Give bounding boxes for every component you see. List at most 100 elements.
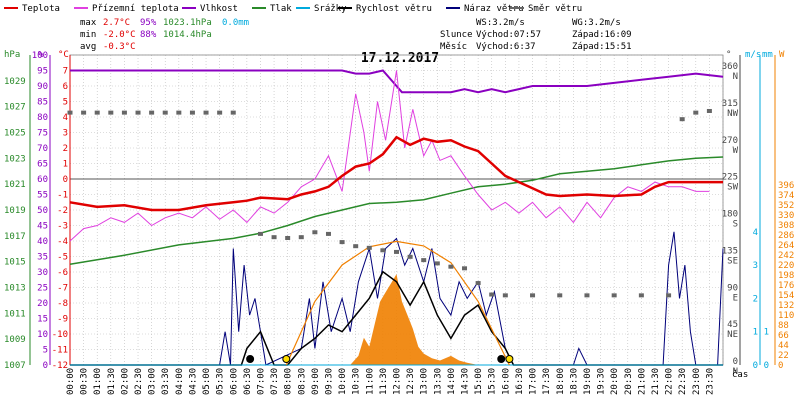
wind-direction-point <box>135 110 141 115</box>
wind-direction-point <box>407 254 413 259</box>
wind-direction-point <box>584 293 590 298</box>
moon-label: Měsíc <box>440 42 467 52</box>
solar-tick: 308 <box>778 221 794 231</box>
solar-tick: 22 <box>778 351 789 361</box>
wind-direction-point <box>149 110 155 115</box>
temperature-tick: 2 <box>63 144 68 154</box>
humidity-tick: 5 <box>43 346 48 356</box>
wind-direction-point <box>502 293 508 298</box>
direction-tick: 135 <box>722 246 738 256</box>
pressure-tick: 1013 <box>4 284 26 294</box>
chart-title: 17.12.2017 <box>361 51 439 66</box>
stat-min-hum: 88% <box>140 30 157 40</box>
x-tick-label: 06:00 <box>229 368 239 395</box>
x-tick-label: 13:30 <box>433 368 443 395</box>
x-tick-label: 04:00 <box>175 368 185 395</box>
x-tick-label: 03:30 <box>161 368 171 395</box>
wind-direction-point <box>421 258 427 263</box>
solar-tick: 374 <box>778 191 794 201</box>
solar-tick: 330 <box>778 211 794 221</box>
stat-max-press: 1023.1hPa <box>163 18 212 28</box>
direction-tick: 270 <box>722 136 738 146</box>
x-tick-label: 15:30 <box>488 368 498 395</box>
direction-tick: 90 <box>727 283 738 293</box>
solar-tick: 66 <box>778 331 789 341</box>
direction-tick: 0 <box>733 357 738 367</box>
wind-direction-point <box>339 240 345 245</box>
stat-min-press: 1014.4hPa <box>163 30 212 40</box>
sunrise-marker <box>282 355 291 363</box>
pressure-tick: 1019 <box>4 206 26 216</box>
info-block: WS:3.2m/s WG:3.2m/s Slunce Východ:07:57 … <box>440 18 632 52</box>
temperature-tick: 5 <box>63 98 68 108</box>
humidity-tick: 80 <box>37 113 48 123</box>
solar-tick: 176 <box>778 281 794 291</box>
x-tick-label: 15:00 <box>474 368 484 395</box>
legend-label-0: Teplota <box>22 4 60 14</box>
x-tick-label: 11:00 <box>365 368 375 395</box>
temperature-tick: 3 <box>63 129 68 139</box>
direction-compass: N <box>733 367 738 377</box>
direction-tick: 315 <box>722 99 738 109</box>
x-tick-label: 02:00 <box>120 368 130 395</box>
solar-tick: 44 <box>778 341 789 351</box>
wind-direction-point <box>448 264 454 269</box>
x-tick-label: 00:00 <box>66 368 76 395</box>
x-tick-label: 01:30 <box>107 368 117 395</box>
humidity-tick: 30 <box>37 268 48 278</box>
x-tick-label: 07:30 <box>270 368 280 395</box>
wind-direction-point <box>176 110 182 115</box>
pressure-tick: 1023 <box>4 154 26 164</box>
wind-direction-point <box>557 293 563 298</box>
x-tick-label: 11:30 <box>379 368 389 395</box>
temperature-tick: -6 <box>57 268 68 278</box>
humidity-tick: 25 <box>37 284 48 294</box>
stat-max-temp: 2.7°C <box>103 18 130 28</box>
rain-tick: 0 <box>764 361 769 371</box>
x-tick-label: 09:00 <box>311 368 321 395</box>
direction-tick: 180 <box>722 210 738 220</box>
temperature-tick: -10 <box>52 330 68 340</box>
wind-direction-point <box>271 235 277 240</box>
sun-rise: Východ:07:57 <box>476 30 541 40</box>
pressure-tick: 1007 <box>4 361 26 371</box>
direction-compass: NW <box>727 109 738 119</box>
wind-direction-point <box>434 261 440 266</box>
humidity-tick: 55 <box>37 191 48 201</box>
humidity-tick: 15 <box>37 315 48 325</box>
stat-avg-temp: -0.3°C <box>103 42 136 52</box>
temperature-tick: 7 <box>63 67 68 77</box>
x-tick-label: 19:00 <box>583 368 593 395</box>
sun-set: Západ:16:09 <box>572 30 632 40</box>
rain-tick: 1 <box>764 328 769 338</box>
legend: Teplota Přízemní teplota Vlhkost Tlak Srážky… <box>4 4 582 14</box>
wind-tick: 2 <box>753 294 758 304</box>
x-tick-label: 02:30 <box>134 368 144 395</box>
pressure-tick: 1027 <box>4 103 26 113</box>
left-axes: hPa% °C1007100910111013101510171019102110… <box>4 50 71 371</box>
solar-tick: 264 <box>778 241 794 251</box>
x-tick-label: 14:00 <box>447 368 457 395</box>
x-tick-label: 23:00 <box>692 368 702 395</box>
stat-max-hum: 95% <box>140 18 157 28</box>
stat-max-label: max <box>80 18 97 28</box>
wind-direction-point <box>217 110 223 115</box>
x-tick-label: 10:00 <box>338 368 348 395</box>
temperature-tick: 6 <box>63 82 68 92</box>
wind-direction-point <box>81 110 87 115</box>
pressure-tick: 1015 <box>4 258 26 268</box>
stat-avg-label: avg <box>80 42 96 52</box>
x-tick-label: 08:30 <box>297 368 307 395</box>
wind-direction-point <box>638 293 644 298</box>
temperature-tick: -11 <box>52 346 68 356</box>
temperature-tick: -5 <box>57 253 68 263</box>
solar-tick: 0 <box>778 361 783 371</box>
wind-direction-point <box>162 110 168 115</box>
direction-compass: S <box>733 220 738 230</box>
x-tick-label: 18:00 <box>556 368 566 395</box>
humidity-tick: 85 <box>37 98 48 108</box>
wind-direction-point <box>611 293 617 298</box>
sun-label: Slunce <box>440 30 473 40</box>
pressure-tick: 1029 <box>4 77 26 87</box>
